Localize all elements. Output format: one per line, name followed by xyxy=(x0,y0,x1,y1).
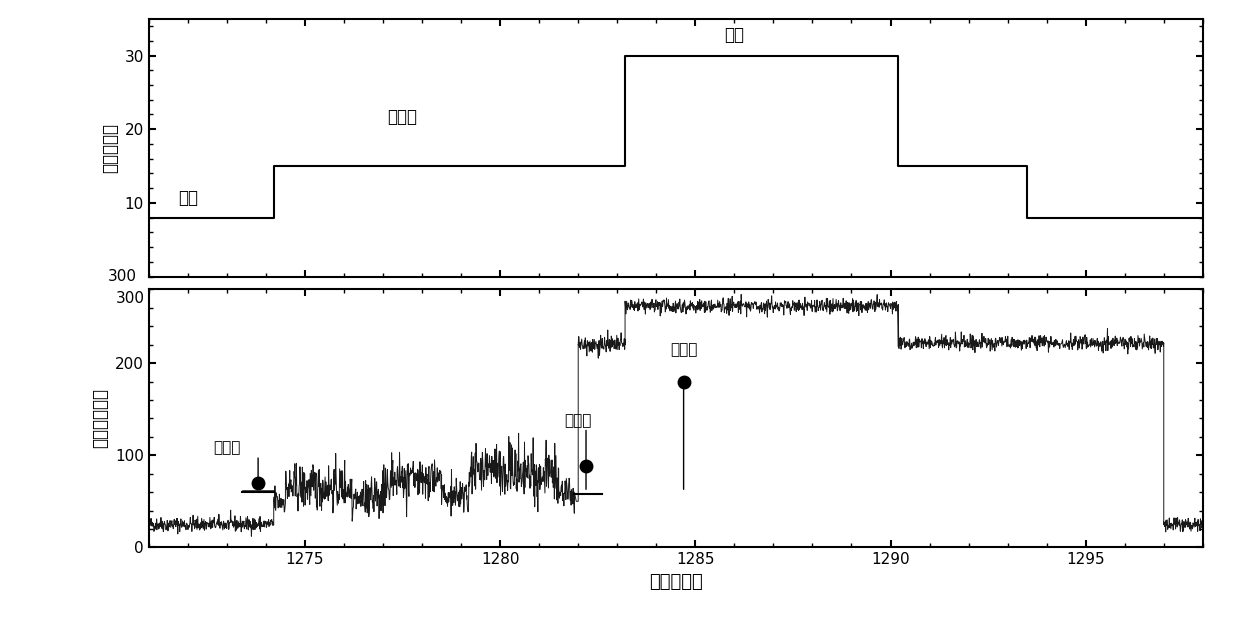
Y-axis label: 长度（纳米）: 长度（纳米） xyxy=(92,388,109,448)
Text: 停顿态: 停顿态 xyxy=(564,413,591,428)
Text: 高力: 高力 xyxy=(724,27,744,44)
Text: 300: 300 xyxy=(115,291,145,306)
Y-axis label: 力（皮牛）: 力（皮牛） xyxy=(100,123,119,173)
Text: 300: 300 xyxy=(108,269,138,284)
X-axis label: 时间（秒）: 时间（秒） xyxy=(649,573,703,591)
Text: 拉伸态: 拉伸态 xyxy=(670,342,697,357)
Text: 关闭态: 关闭态 xyxy=(213,440,241,455)
Text: 低力: 低力 xyxy=(177,188,198,207)
Text: 测试力: 测试力 xyxy=(388,108,418,126)
